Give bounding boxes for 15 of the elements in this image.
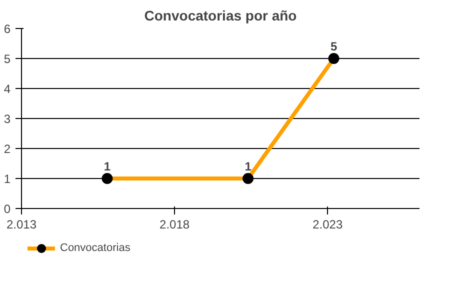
y-tick-label: 6 (4, 22, 11, 36)
y-tick-label: 1 (4, 172, 11, 186)
data-label: 1 (244, 160, 252, 174)
y-tick-label: 4 (4, 82, 11, 96)
y-tick-label: 0 (4, 202, 11, 216)
x-tick-label: 2.013 (6, 218, 37, 232)
chart-title: Convocatorias por año (144, 8, 297, 24)
x-tick-label: 2.023 (312, 218, 343, 232)
data-label: 5 (330, 40, 338, 54)
y-tick-label: 3 (4, 112, 11, 126)
y-tick-label: 2 (4, 142, 11, 156)
y-tick-label: 5 (4, 52, 11, 66)
data-label: 1 (104, 160, 111, 174)
x-tick-label: 2.018 (160, 218, 190, 232)
legend-label: Convocatorias (60, 242, 130, 254)
